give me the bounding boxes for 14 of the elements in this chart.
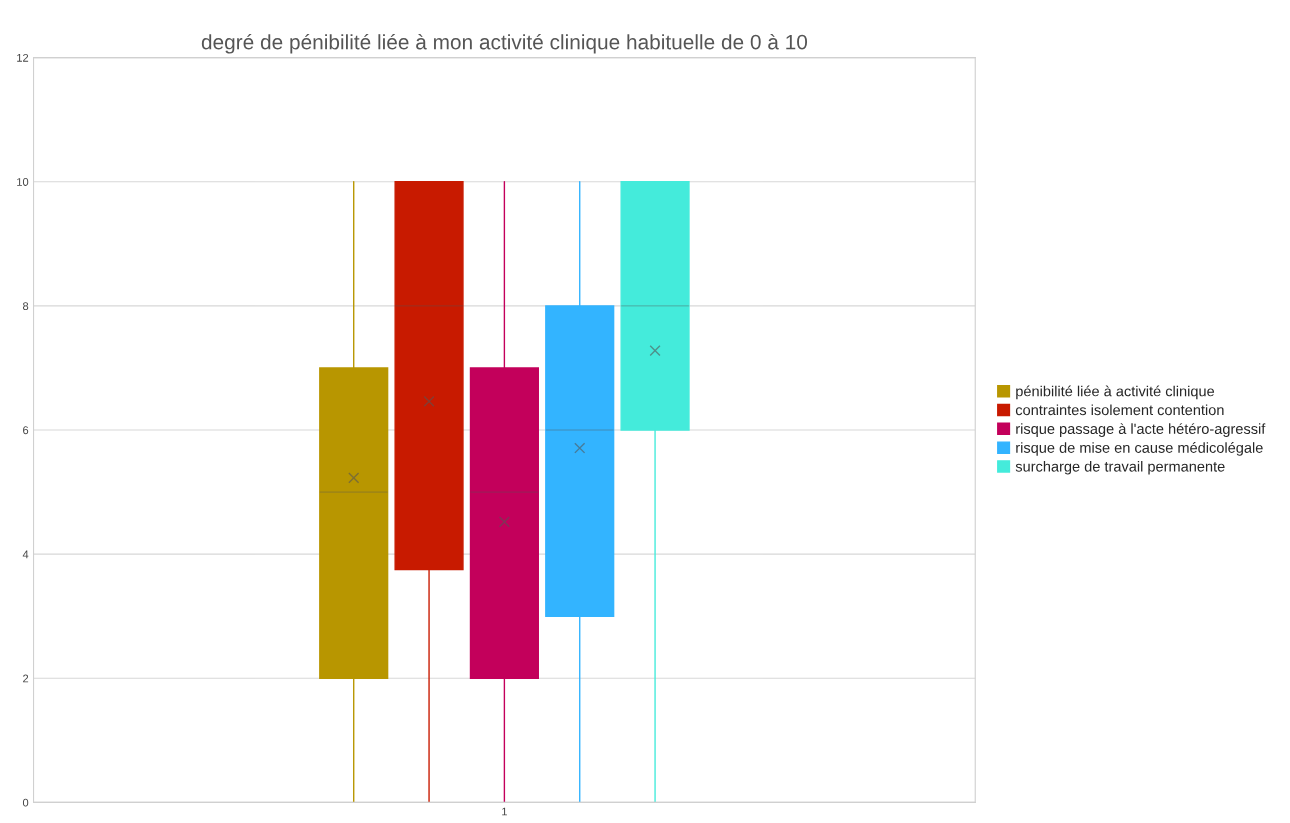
chart-title: degré de pénibilité liée à mon activité clinique habituelle de 0 à 10 [201, 33, 808, 54]
y-tick-label: 10 [17, 178, 29, 186]
legend-label: contraintes isolement contention [1015, 404, 1224, 416]
y-tick-label: 12 [17, 53, 29, 62]
legend-label: risque passage à l'acte hétéro-agressif [1016, 423, 1266, 437]
y-tick-label: 6 [23, 426, 29, 435]
y-tick-label: 4 [22, 550, 29, 559]
y-tick-label: 8 [22, 302, 29, 311]
legend-label: surcharge de travail permanente [1015, 460, 1225, 475]
legend-label: pénibilité liée à activité clinique [1016, 385, 1215, 400]
y-tick-label: 0 [22, 798, 29, 807]
x-tick-label: 1 [502, 807, 507, 816]
legend-label: risque de mise en cause médicolégale [1016, 442, 1263, 456]
y-tick-label: 2 [23, 674, 29, 683]
